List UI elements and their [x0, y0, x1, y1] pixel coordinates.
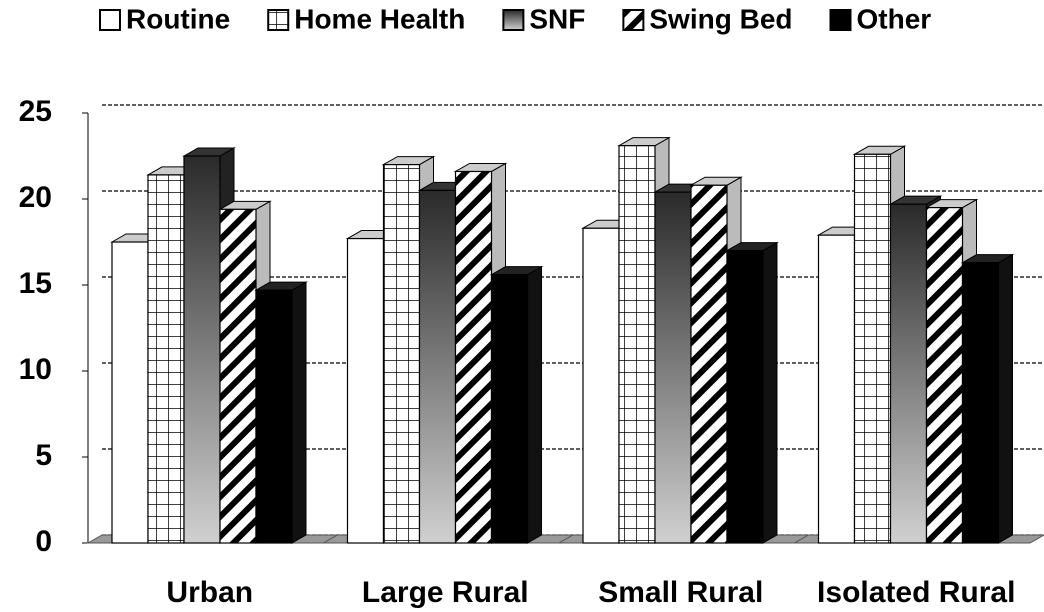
y-tick-label: 15 [19, 267, 52, 300]
bar [147, 174, 185, 544]
legend-swatch [502, 9, 525, 31]
bar [925, 207, 964, 544]
x-tick-label: Isolated Rural [817, 576, 1015, 609]
legend-swatch [99, 9, 121, 31]
bar [654, 191, 692, 544]
bar [255, 289, 293, 544]
bar [726, 250, 764, 544]
bar [346, 237, 385, 544]
y-tick-label: 10 [19, 353, 52, 386]
legend-swatch [829, 9, 852, 31]
bar [454, 170, 493, 544]
bar [111, 241, 149, 544]
bar-side [291, 281, 307, 544]
y-tick-label: 5 [35, 439, 52, 472]
bar [817, 234, 856, 544]
y-tick-label: 20 [19, 181, 52, 214]
bar [490, 274, 529, 544]
legend-swatch [267, 9, 290, 31]
bar [618, 145, 656, 544]
x-tick-label: Small Rural [598, 576, 763, 609]
bar-side [998, 253, 1013, 544]
bar [183, 155, 221, 544]
bar [582, 227, 620, 544]
legend-label: Swing Bed [649, 3, 792, 34]
legend-label: SNF [529, 3, 585, 34]
legend-label: Other [857, 3, 932, 34]
legend-swatch [622, 9, 645, 31]
bar [853, 153, 892, 544]
y-tick-label: 0 [35, 525, 52, 558]
bar-side [527, 265, 542, 544]
legend-label: Routine [126, 3, 230, 34]
bar [690, 184, 728, 544]
bar [889, 203, 928, 544]
bar [382, 164, 421, 544]
y-tick-label: 25 [19, 95, 52, 128]
x-tick-label: Large Rural [362, 576, 529, 609]
bar [219, 208, 257, 544]
bar [418, 189, 457, 544]
bar [961, 262, 1000, 544]
x-tick-label: Urban [166, 576, 253, 609]
bar-side [762, 241, 778, 544]
legend-label: Home Health [294, 3, 465, 34]
